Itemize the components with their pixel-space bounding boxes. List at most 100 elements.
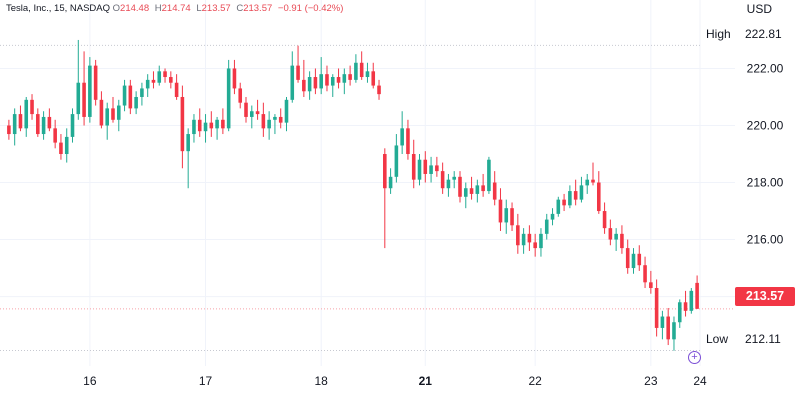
candle-body: [677, 302, 682, 323]
close-value: 213.57: [243, 3, 273, 14]
candle-body: [261, 114, 266, 129]
candle-body: [388, 176, 393, 189]
candle-body: [215, 119, 219, 129]
candle-body: [481, 185, 485, 192]
candle-body: [666, 316, 670, 340]
candle-body: [683, 302, 688, 311]
candle-body: [53, 128, 57, 143]
candle-body: [672, 322, 676, 340]
reference-lines: [0, 44, 735, 351]
candle-body: [116, 105, 121, 120]
x-tick-label: 17: [199, 374, 213, 388]
candle-body: [649, 282, 653, 289]
candle-body: [169, 77, 173, 83]
candle-body: [122, 85, 127, 106]
candle-body: [550, 213, 555, 220]
candle-body: [249, 111, 254, 117]
candle-body: [226, 68, 231, 129]
candle-body: [556, 199, 561, 214]
candle-body: [128, 85, 133, 109]
candle-body: [492, 182, 497, 200]
candle-body: [273, 116, 277, 120]
low-tag-label: Low: [701, 330, 745, 348]
change-value: −0.91 (−0.42%): [277, 3, 344, 14]
candle-body: [151, 79, 156, 83]
low-tag-value: 212.11: [740, 330, 800, 348]
candle-body: [93, 65, 98, 100]
candle-body: [203, 122, 208, 132]
candle-body: [637, 253, 642, 266]
candle-body: [383, 154, 387, 189]
open-label: O: [112, 3, 121, 14]
candle-body: [643, 265, 647, 283]
candle-body: [157, 71, 162, 83]
candle-body: [163, 71, 167, 78]
high-tag-label: High: [701, 25, 745, 43]
last-price-label: 213.57: [735, 287, 795, 306]
candle-body: [307, 77, 312, 92]
candle-body: [527, 233, 532, 243]
x-tick-label: 21: [419, 374, 433, 388]
candle-body: [18, 114, 23, 129]
candle-body: [585, 179, 590, 186]
candle-body: [88, 65, 92, 117]
candle-body: [365, 71, 370, 78]
candle-body: [689, 290, 694, 311]
candle-body: [625, 248, 630, 269]
candle-body: [82, 82, 86, 117]
candle-body: [232, 68, 237, 89]
candle-body: [429, 165, 433, 174]
candle-body: [544, 219, 549, 234]
candle-body: [59, 142, 63, 155]
candle-body: [423, 159, 428, 174]
candles-layer: [7, 39, 699, 351]
y-tick-label: 220.00: [747, 118, 784, 132]
candle-body: [573, 191, 578, 200]
candle-body: [591, 179, 595, 183]
candle-body: [411, 154, 416, 180]
candle-body: [371, 71, 376, 86]
candle-body: [319, 74, 323, 89]
candle-body: [602, 211, 607, 229]
candle-body: [336, 77, 341, 83]
candle-body: [134, 96, 138, 109]
candle-body: [313, 77, 318, 89]
x-tick-label: 16: [83, 374, 97, 388]
candle-body: [695, 282, 699, 309]
x-tick-label: 22: [528, 374, 542, 388]
candle-body: [487, 159, 491, 192]
candle-body: [174, 82, 179, 97]
candle-body: [377, 85, 381, 95]
y-tick-label: 216.00: [747, 233, 784, 247]
candle-body: [446, 179, 451, 189]
candle-body: [70, 114, 75, 137]
candle-body: [342, 74, 347, 83]
candle-body: [238, 88, 243, 103]
go-to-realtime-icon[interactable]: +: [688, 351, 701, 364]
candle-body: [330, 77, 335, 86]
low-value: 213.57: [201, 3, 231, 14]
candle-body: [30, 99, 34, 115]
currency-button[interactable]: USD: [746, 2, 772, 16]
candle-body: [654, 288, 659, 328]
candle-body: [631, 253, 636, 269]
high-tag-value: 222.81: [740, 25, 800, 43]
candle-body: [608, 228, 613, 240]
candle-body: [255, 111, 260, 115]
candle-body: [64, 136, 69, 155]
candle-body: [435, 165, 439, 172]
candle-body: [186, 134, 190, 152]
symbol-legend: Tesla, Inc., 15, NASDAQ O214.48 H214.74 …: [6, 3, 343, 14]
candle-body: [41, 116, 46, 135]
candle-body: [562, 199, 566, 206]
candle-body: [76, 82, 81, 115]
candle-body: [516, 225, 520, 246]
open-value: 214.48: [120, 3, 150, 14]
candle-body: [354, 62, 358, 80]
candle-body: [36, 114, 40, 135]
y-tick-label: 218.00: [747, 176, 784, 190]
candle-body: [284, 99, 289, 123]
